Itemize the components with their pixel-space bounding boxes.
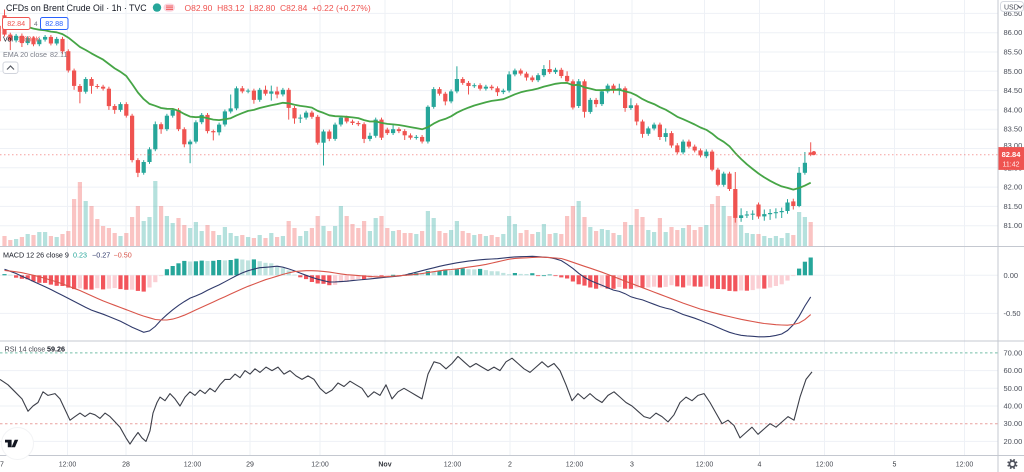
svg-text:84.50: 84.50 (1004, 86, 1023, 95)
svg-text:CFDs on Brent Crude Oil · 1h ·: CFDs on Brent Crude Oil · 1h · TVC (6, 3, 147, 13)
svg-text:86.00: 86.00 (1004, 28, 1023, 37)
svg-text:12:00: 12:00 (696, 462, 714, 469)
svg-text:50.00: 50.00 (1004, 384, 1023, 393)
svg-text:3: 3 (630, 462, 634, 469)
svg-text:O82.90 H83.12 L82.80 C82.84: O82.90 H83.12 L82.80 C82.84 +0.22 (+0.27… (185, 3, 371, 13)
svg-text:28: 28 (122, 462, 130, 469)
svg-text:20.00: 20.00 (1004, 437, 1023, 446)
svg-text:83.00: 83.00 (1004, 141, 1023, 150)
svg-text:84.00: 84.00 (1004, 105, 1023, 114)
svg-text:12:00: 12:00 (184, 462, 202, 469)
svg-text:4: 4 (758, 462, 762, 469)
svg-text:12:00: 12:00 (816, 462, 834, 469)
svg-text:70.00: 70.00 (1004, 348, 1023, 357)
svg-text:11:42: 11:42 (1003, 161, 1020, 168)
svg-text:12:00: 12:00 (566, 462, 584, 469)
svg-text:40.00: 40.00 (1004, 402, 1023, 411)
svg-text:60.00: 60.00 (1004, 366, 1023, 375)
svg-text:82.84: 82.84 (1002, 150, 1022, 159)
svg-text:82.88: 82.88 (45, 19, 63, 28)
svg-text:85.00: 85.00 (1004, 67, 1023, 76)
svg-text:12:00: 12:00 (59, 462, 77, 469)
svg-text:1.882K: 1.882K (18, 35, 41, 44)
svg-text:-0.50: -0.50 (1004, 309, 1021, 318)
svg-text:81.00: 81.00 (1004, 221, 1023, 230)
svg-text:EMA 20 close: EMA 20 close (3, 50, 47, 59)
svg-text:83.50: 83.50 (1004, 125, 1023, 134)
svg-text:MACD 12 26 close 9: MACD 12 26 close 9 (3, 251, 69, 260)
svg-text:0.00: 0.00 (1004, 271, 1019, 280)
svg-text:12:00: 12:00 (444, 462, 462, 469)
svg-text:5: 5 (893, 462, 897, 469)
svg-text:82.84: 82.84 (7, 19, 25, 28)
svg-text:30.00: 30.00 (1004, 419, 1023, 428)
svg-text:82.11: 82.11 (50, 50, 67, 59)
svg-text:−0.50: −0.50 (114, 251, 132, 260)
svg-text:2: 2 (508, 462, 512, 469)
svg-text:82.00: 82.00 (1004, 183, 1023, 192)
svg-text:Nov: Nov (378, 462, 391, 469)
svg-text:29: 29 (246, 462, 254, 469)
svg-text:4: 4 (34, 21, 38, 28)
svg-text:USD: USD (1004, 5, 1019, 12)
svg-text:Vol: Vol (3, 35, 13, 44)
svg-text:86.50: 86.50 (1004, 9, 1023, 18)
svg-text:59.26: 59.26 (47, 345, 65, 354)
svg-text:−0.27: −0.27 (92, 251, 110, 260)
svg-text:RSI 14 close: RSI 14 close (5, 345, 46, 354)
svg-text:85.50: 85.50 (1004, 48, 1023, 57)
svg-text:0.23: 0.23 (73, 251, 87, 260)
svg-text:12:00: 12:00 (311, 462, 329, 469)
svg-text:7: 7 (0, 462, 4, 469)
svg-text:12:00: 12:00 (956, 462, 974, 469)
svg-text:81.50: 81.50 (1004, 202, 1023, 211)
